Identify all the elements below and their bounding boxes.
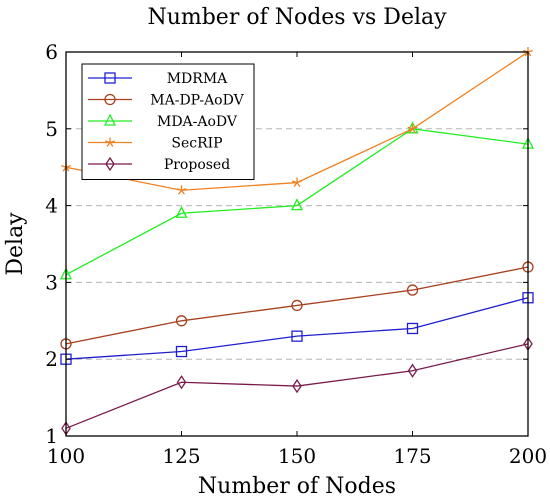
- series-line: [65, 128, 529, 276]
- legend-entry: MA-DP-AoDV: [88, 93, 245, 109]
- x-axis-label: Number of Nodes: [198, 474, 396, 499]
- series-proposed: [61, 336, 533, 436]
- marker-circle: [104, 93, 116, 106]
- legend-entry: Proposed: [88, 156, 230, 173]
- marker-star: [176, 185, 187, 195]
- marker-triangle: [103, 113, 117, 126]
- series-secrip: [61, 47, 533, 195]
- series-mdrma: [60, 292, 534, 365]
- y-tick-label: 3: [45, 270, 58, 294]
- y-tick-label: 6: [45, 40, 58, 64]
- marker-star: [407, 123, 418, 134]
- y-tick-label: 2: [45, 347, 58, 371]
- marker-circle: [175, 315, 188, 327]
- legend-label: SecRIP: [171, 136, 222, 152]
- legend: MDRMA MA-DP-AoDV MDA-AoDV SecRIP Proposed: [81, 63, 255, 180]
- marker-star: [523, 47, 533, 57]
- marker-star: [292, 177, 302, 187]
- marker-triangle: [175, 205, 188, 218]
- marker-star: [105, 137, 115, 147]
- series-line: [65, 343, 529, 429]
- chart-title: Number of Nodes vs Delay: [147, 5, 447, 30]
- marker-circle: [291, 299, 303, 312]
- ticks: 1 2 3 4 5 6 100 125 150 175 200: [45, 40, 547, 468]
- marker-triangle: [290, 198, 304, 211]
- legend-entry: SecRIP: [88, 136, 223, 152]
- legend-label: MDA-AoDV: [157, 114, 238, 130]
- y-tick-label: 5: [45, 117, 58, 141]
- series-line: [65, 297, 529, 360]
- marker-diamond: [105, 156, 115, 172]
- x-tick-label: 175: [393, 444, 431, 468]
- x-tick-label: 100: [47, 444, 85, 468]
- y-tick-label: 4: [45, 194, 58, 218]
- legend-label: MA-DP-AoDV: [150, 93, 244, 109]
- marker-diamond: [176, 375, 187, 390]
- marker-square: [175, 345, 188, 358]
- marker-square: [406, 322, 419, 335]
- legend-label: MDRMA: [167, 71, 228, 87]
- legend-entry: MDRMA: [88, 71, 228, 87]
- legend-label: Proposed: [164, 157, 230, 173]
- x-tick-label: 125: [162, 444, 200, 468]
- series-line: [65, 266, 529, 345]
- y-tick-label: 1: [45, 424, 58, 448]
- legend-entry: MDA-AoDV: [88, 113, 238, 130]
- marker-square: [104, 72, 116, 84]
- x-tick-label: 200: [509, 444, 547, 468]
- marker-circle: [406, 284, 419, 296]
- marker-square: [291, 330, 303, 342]
- y-axis-label: Delay: [3, 212, 28, 276]
- marker-diamond: [292, 378, 302, 394]
- marker-diamond: [407, 363, 418, 378]
- x-tick-label: 150: [278, 444, 316, 468]
